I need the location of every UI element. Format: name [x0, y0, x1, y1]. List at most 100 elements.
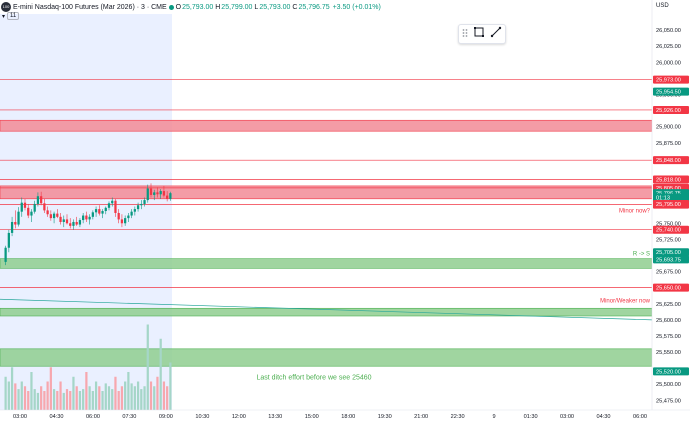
volume-bar — [91, 391, 94, 410]
candle-body — [17, 211, 20, 225]
volume-bar — [153, 386, 156, 410]
volume-bar — [101, 391, 104, 410]
change-value: +3.50 (+0.01%) — [332, 3, 381, 11]
indicator-legend: ▾ 11 — [2, 12, 20, 20]
candle-body — [88, 216, 91, 220]
annotation-0: Minor now? — [619, 208, 651, 214]
candle-body — [169, 193, 172, 199]
level-tag-label: 25,805.00 — [656, 186, 681, 192]
level-tag-label: 25,848.00 — [656, 158, 681, 164]
candle-body — [4, 247, 7, 262]
x-tick-label: 13:30 — [268, 414, 282, 420]
y-tick-label: 25,725.00 — [656, 237, 681, 243]
symbol-badge[interactable]: 100 — [1, 2, 11, 12]
volume-bar — [49, 367, 52, 410]
candle-body — [111, 200, 114, 204]
x-tick-label: 15:00 — [305, 414, 319, 420]
low-label: L — [254, 3, 259, 11]
volume-bar — [146, 324, 149, 410]
candle-body — [156, 192, 159, 195]
x-tick-label: 01:30 — [524, 414, 538, 420]
volume-bar — [117, 391, 120, 410]
volume-bar — [72, 376, 75, 410]
candle-body — [85, 215, 88, 220]
volume-bar — [124, 381, 127, 410]
level-tag — [653, 225, 689, 234]
candle-body — [10, 221, 14, 233]
candle-body — [91, 212, 94, 217]
volume-bar — [88, 386, 91, 410]
candle-body — [130, 211, 133, 216]
volume-bar — [136, 381, 140, 410]
y-tick-label: 25,675.00 — [656, 270, 681, 276]
collapse-chevron-icon[interactable]: ▾ — [2, 13, 6, 20]
level-tag-label: 25,818.00 — [656, 177, 681, 183]
x-tick-label: 04:30 — [597, 414, 611, 420]
x-tick-label: 10:30 — [195, 414, 209, 420]
level-tag — [653, 175, 689, 184]
candle-body — [33, 203, 36, 212]
volume-bar — [59, 381, 62, 410]
volume-bar — [166, 386, 169, 410]
volume-bar — [156, 376, 159, 410]
y-tick-label: 25,875.00 — [656, 141, 681, 147]
indicator-count[interactable]: 11 — [7, 12, 20, 20]
price-tag-label: 25,795.00 — [656, 202, 681, 208]
volume-bar — [159, 338, 162, 410]
candle-body — [36, 196, 40, 204]
x-tick-label: 19:30 — [378, 414, 392, 420]
zone-green-4 — [0, 348, 653, 367]
level-tag — [653, 75, 689, 84]
candle-body — [7, 232, 10, 248]
candle-body — [166, 195, 169, 199]
annotation-1: R -> S — [633, 251, 650, 257]
candle-body — [59, 216, 62, 222]
volume-bar — [169, 362, 172, 410]
volume-bar — [85, 372, 88, 410]
volume-bar — [52, 389, 56, 410]
volume-bar — [78, 391, 82, 410]
candle-body — [43, 203, 46, 211]
candle-body — [140, 203, 143, 206]
open-label: O — [175, 3, 182, 11]
candle-body — [62, 219, 65, 222]
volume-bar — [98, 386, 101, 410]
volume-bar — [143, 386, 146, 410]
candle-body — [30, 211, 33, 216]
candle-body — [27, 207, 30, 216]
symbol-title[interactable]: E-mini Nasdaq-100 Futures (Mar 2026) · 3… — [13, 3, 167, 11]
high-value: 25,799.00 — [221, 3, 253, 11]
candle-body — [146, 188, 149, 201]
price-tag — [653, 367, 689, 376]
candle-body — [153, 192, 156, 195]
price-tag — [653, 255, 689, 264]
candle-body — [72, 221, 75, 226]
level-tag-label: 25,740.00 — [656, 228, 681, 234]
volume-bar — [17, 389, 20, 410]
trendline-icon[interactable] — [490, 25, 502, 43]
price-tag-label: 01:13 — [656, 196, 670, 202]
currency-label: USD — [656, 3, 669, 9]
trend-line — [0, 298, 653, 321]
level-tag-label: 25,926.00 — [656, 108, 681, 114]
y-tick-label: 26,050.00 — [656, 28, 681, 34]
y-tick-label: 25,475.00 — [656, 398, 681, 404]
x-tick-label: 03:00 — [560, 414, 574, 420]
price-tag — [653, 87, 689, 96]
annotation-3: Last ditch effort before we see 25460 — [256, 375, 371, 382]
drag-handle-icon[interactable] — [462, 25, 468, 43]
y-tick-label: 25,575.00 — [656, 334, 681, 340]
candle-body — [136, 205, 140, 210]
candle-body — [124, 218, 127, 224]
y-tick-label: 25,750.00 — [656, 221, 681, 227]
volume-bar — [10, 367, 14, 410]
rectangle-icon[interactable] — [473, 25, 485, 43]
y-tick-label: 25,900.00 — [656, 125, 681, 131]
volume-bar — [107, 386, 111, 410]
x-tick-label: 18:00 — [341, 414, 355, 420]
volume-bar — [127, 372, 130, 410]
x-tick-label: 9 — [493, 414, 496, 420]
volume-bar — [30, 372, 33, 410]
